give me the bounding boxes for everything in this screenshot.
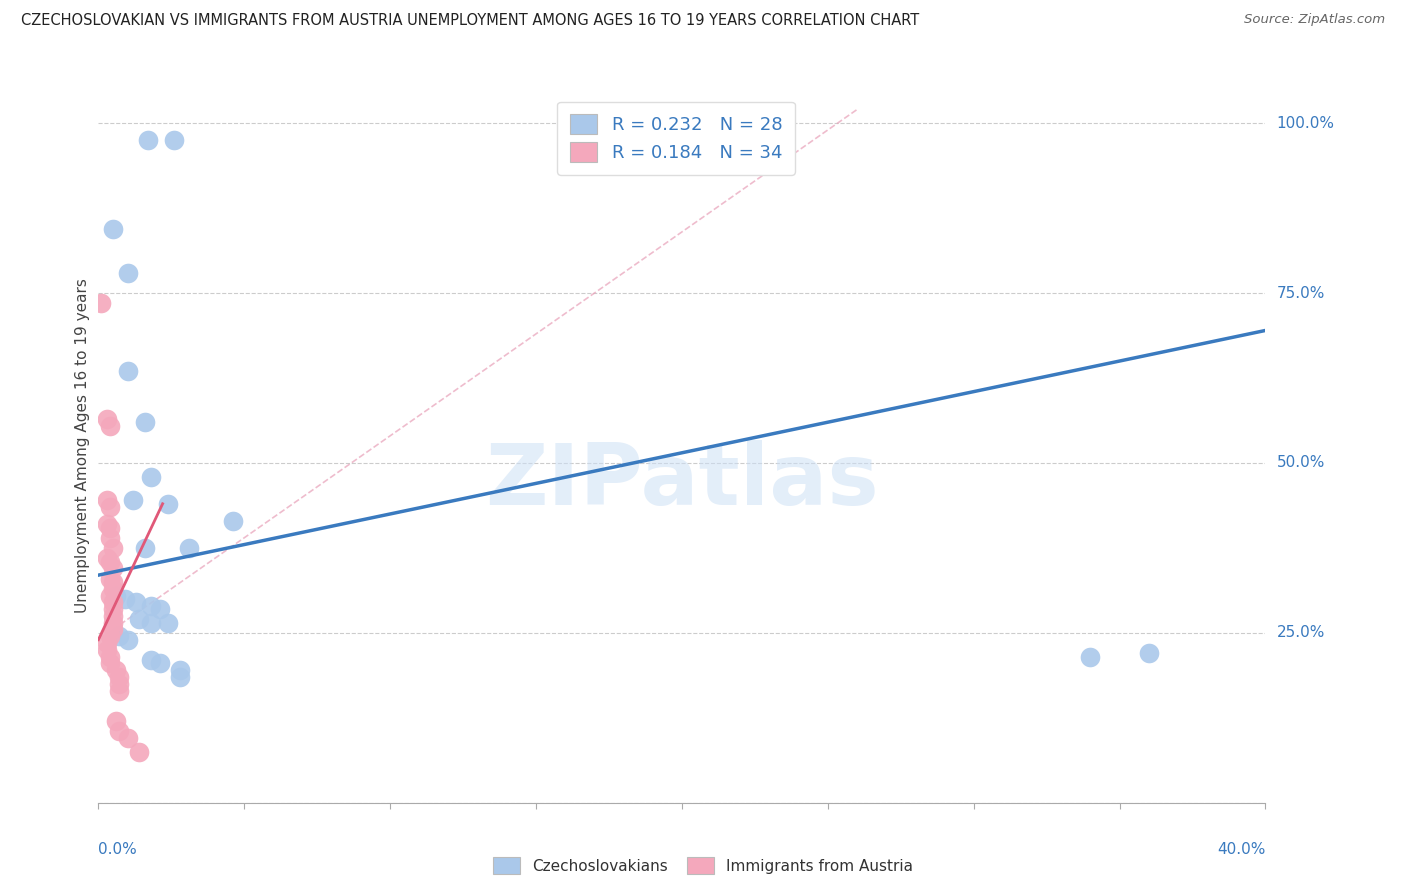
Point	[122, 493, 145, 508]
Point	[221, 514, 243, 528]
Point	[108, 683, 131, 698]
Point	[136, 133, 159, 147]
Point	[139, 615, 162, 630]
Point	[101, 623, 124, 637]
Y-axis label: Unemployment Among Ages 16 to 19 years: Unemployment Among Ages 16 to 19 years	[75, 278, 90, 614]
Point	[139, 469, 162, 483]
Point	[96, 551, 118, 566]
Point	[128, 612, 150, 626]
Point	[163, 133, 186, 147]
Point	[101, 595, 124, 609]
Text: ZIPatlas: ZIPatlas	[485, 440, 879, 524]
Point	[117, 731, 139, 746]
Point	[96, 493, 118, 508]
Point	[139, 653, 162, 667]
Point	[98, 649, 121, 664]
Point	[104, 589, 127, 603]
Point	[139, 599, 162, 613]
Point	[117, 364, 139, 378]
Point	[96, 412, 118, 426]
Point	[98, 589, 121, 603]
Point	[98, 555, 121, 569]
Point	[101, 608, 124, 623]
Legend: R = 0.232   N = 28, R = 0.184   N = 34: R = 0.232 N = 28, R = 0.184 N = 34	[557, 102, 794, 175]
Legend: Czechoslovakians, Immigrants from Austria: Czechoslovakians, Immigrants from Austri…	[486, 851, 920, 880]
Point	[117, 632, 139, 647]
Point	[101, 574, 124, 589]
Text: CZECHOSLOVAKIAN VS IMMIGRANTS FROM AUSTRIA UNEMPLOYMENT AMONG AGES 16 TO 19 YEAR: CZECHOSLOVAKIAN VS IMMIGRANTS FROM AUSTR…	[21, 13, 920, 29]
Point	[98, 657, 121, 671]
Text: 40.0%: 40.0%	[1218, 842, 1265, 856]
Point	[96, 517, 118, 532]
Point	[96, 643, 118, 657]
Point	[108, 670, 131, 684]
Point	[96, 636, 118, 650]
Point	[117, 266, 139, 280]
Text: 100.0%: 100.0%	[1277, 116, 1334, 131]
Text: 0.0%: 0.0%	[98, 842, 138, 856]
Point	[101, 582, 124, 596]
Point	[101, 561, 124, 575]
Point	[98, 418, 121, 433]
Point	[149, 602, 172, 616]
Point	[134, 541, 156, 555]
Point	[101, 541, 124, 555]
Point	[108, 724, 131, 739]
Point	[98, 629, 121, 643]
Text: 75.0%: 75.0%	[1277, 285, 1324, 301]
Point	[104, 663, 127, 677]
Point	[177, 541, 200, 555]
Point	[101, 602, 124, 616]
Point	[108, 677, 131, 691]
Text: Source: ZipAtlas.com: Source: ZipAtlas.com	[1244, 13, 1385, 27]
Point	[1137, 646, 1160, 660]
Point	[98, 531, 121, 545]
Point	[128, 745, 150, 759]
Point	[101, 615, 124, 630]
Point	[90, 296, 112, 310]
Point	[169, 663, 191, 677]
Point	[149, 657, 172, 671]
Text: 25.0%: 25.0%	[1277, 625, 1324, 640]
Point	[98, 572, 121, 586]
Text: 50.0%: 50.0%	[1277, 456, 1324, 470]
Point	[134, 415, 156, 429]
Point	[101, 221, 124, 235]
Point	[1080, 649, 1102, 664]
Point	[157, 497, 180, 511]
Point	[114, 591, 136, 606]
Point	[98, 500, 121, 515]
Point	[169, 670, 191, 684]
Point	[157, 615, 180, 630]
Point	[125, 595, 148, 609]
Point	[104, 714, 127, 729]
Point	[98, 520, 121, 534]
Point	[108, 629, 131, 643]
